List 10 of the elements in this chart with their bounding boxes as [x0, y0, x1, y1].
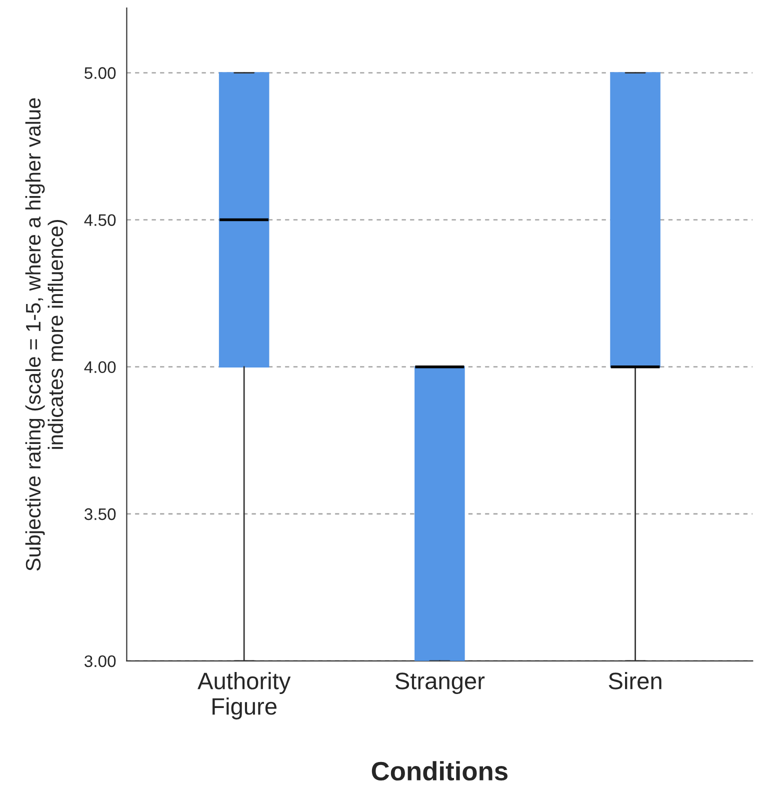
- y-tick-label: 5.00: [84, 67, 116, 79]
- y-tick-label: 4.50: [84, 214, 116, 226]
- x-axis-title: Conditions: [372, 761, 508, 781]
- x-tick-label: Authority Figure: [198, 672, 291, 720]
- y-tick-label: 3.50: [84, 508, 116, 520]
- x-tick-label: Stranger: [395, 672, 485, 694]
- y-tick-label: 3.00: [84, 655, 116, 668]
- y-axis-title: Subjective rating (scale = 1-5, where a higher value indicates more influence): [25, 98, 68, 571]
- y-tick-label: 4.00: [84, 361, 116, 374]
- x-tick-label: Siren: [608, 672, 662, 690]
